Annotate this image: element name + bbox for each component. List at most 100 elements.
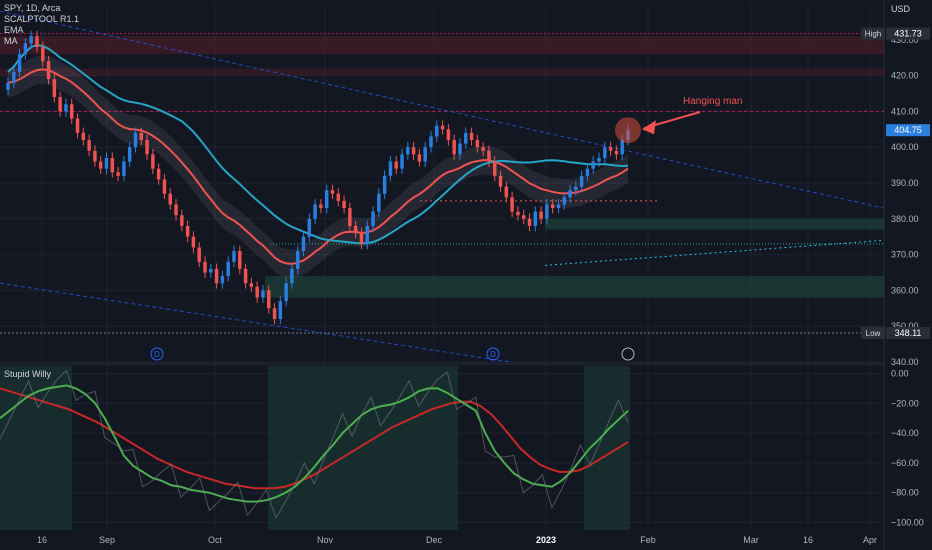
candle [46,61,51,80]
candle [307,218,312,237]
y-tick-label: 360.00 [891,285,919,295]
candle [81,132,86,141]
candle [574,186,578,191]
candle [98,161,103,169]
ema-line [7,68,629,265]
candle [324,190,329,209]
candle [156,168,161,180]
candle [220,276,225,284]
osc-zone [268,366,458,530]
candle [458,143,462,155]
candle [585,168,590,176]
candle [313,204,317,219]
osc-zone [584,366,630,530]
trendline [544,239,885,266]
candle [87,140,91,151]
candle [382,175,387,194]
candle [330,190,335,194]
candle [342,200,346,209]
resistance-zone [0,68,884,76]
candle [93,150,97,162]
candle [504,186,509,198]
candle [348,208,352,226]
candle [203,261,207,273]
candle [226,261,230,277]
candle [353,225,358,234]
candle [290,268,294,284]
candle [284,283,288,302]
candle [365,225,369,244]
candle [168,193,172,205]
osc-fast-line [0,384,629,503]
y-tick-label: 370.00 [891,250,919,260]
candle [568,190,572,198]
candle [498,175,503,187]
high-tag-label: High [865,30,881,39]
candle [243,268,248,284]
x-tick-label: Dec [426,535,443,545]
x-tick-label: 16 [803,535,813,545]
osc-zone [0,366,72,530]
x-tick-label: 16 [37,535,47,545]
candle [238,251,242,269]
candle [603,147,607,158]
candle [41,46,45,62]
trendline [0,10,885,209]
candle [174,204,178,216]
x-tick-label: Nov [317,535,334,545]
candle [614,150,619,155]
candle [452,140,456,155]
indicator-label-2[interactable]: EMA [4,25,24,35]
candle [52,79,57,98]
symbol-label[interactable]: SPY, 1D, Arca [4,3,61,13]
candle [591,161,595,169]
y-tick-label: 400.00 [891,142,919,152]
support-zone [545,218,884,230]
trendline [0,282,511,363]
candle [550,204,555,209]
candle [191,236,196,248]
y-tick-label: 420.00 [891,71,919,81]
candle [6,82,10,90]
candle [122,161,126,176]
event-marker [621,347,635,361]
candle [116,172,120,176]
candle [35,36,39,47]
candle [180,215,184,226]
candle [232,251,236,262]
osc-tick-label: −80.00 [891,488,919,498]
candle [411,147,416,155]
candle [336,193,341,201]
candle [197,247,201,262]
currency-label: USD [890,4,910,14]
indicator-label-1[interactable]: SCALPTOOL R1.1 [4,14,80,24]
candle [359,233,364,244]
sub-panel-title[interactable]: Stupid Willy [4,369,52,379]
candle [371,211,375,226]
candle [423,147,427,162]
candle [446,129,451,141]
legend: SPY, 1D, Arca SCALPTOOL R1.1 EMA MA [4,3,79,47]
indicator-label-3[interactable]: MA [4,36,18,46]
osc-raw-line [0,369,629,520]
candle [377,193,381,212]
dividend-marker [150,347,164,361]
candle [185,225,190,237]
annotation-arrowhead [642,120,656,135]
x-tick-label: Feb [640,535,656,545]
last-price-tag-box [886,124,930,137]
candle [406,147,410,155]
candle [400,154,404,169]
candle [527,218,532,226]
candle [533,211,538,226]
y-tick-label: 350.00 [891,321,919,331]
candle [319,204,323,209]
pattern-highlight [615,117,641,144]
low-tag-box [886,326,930,339]
candle [70,104,74,119]
y-tick-label: 390.00 [891,178,919,188]
ma-line [7,44,629,245]
resistance-zone [0,36,884,55]
candle [261,290,265,298]
candle [139,132,144,141]
